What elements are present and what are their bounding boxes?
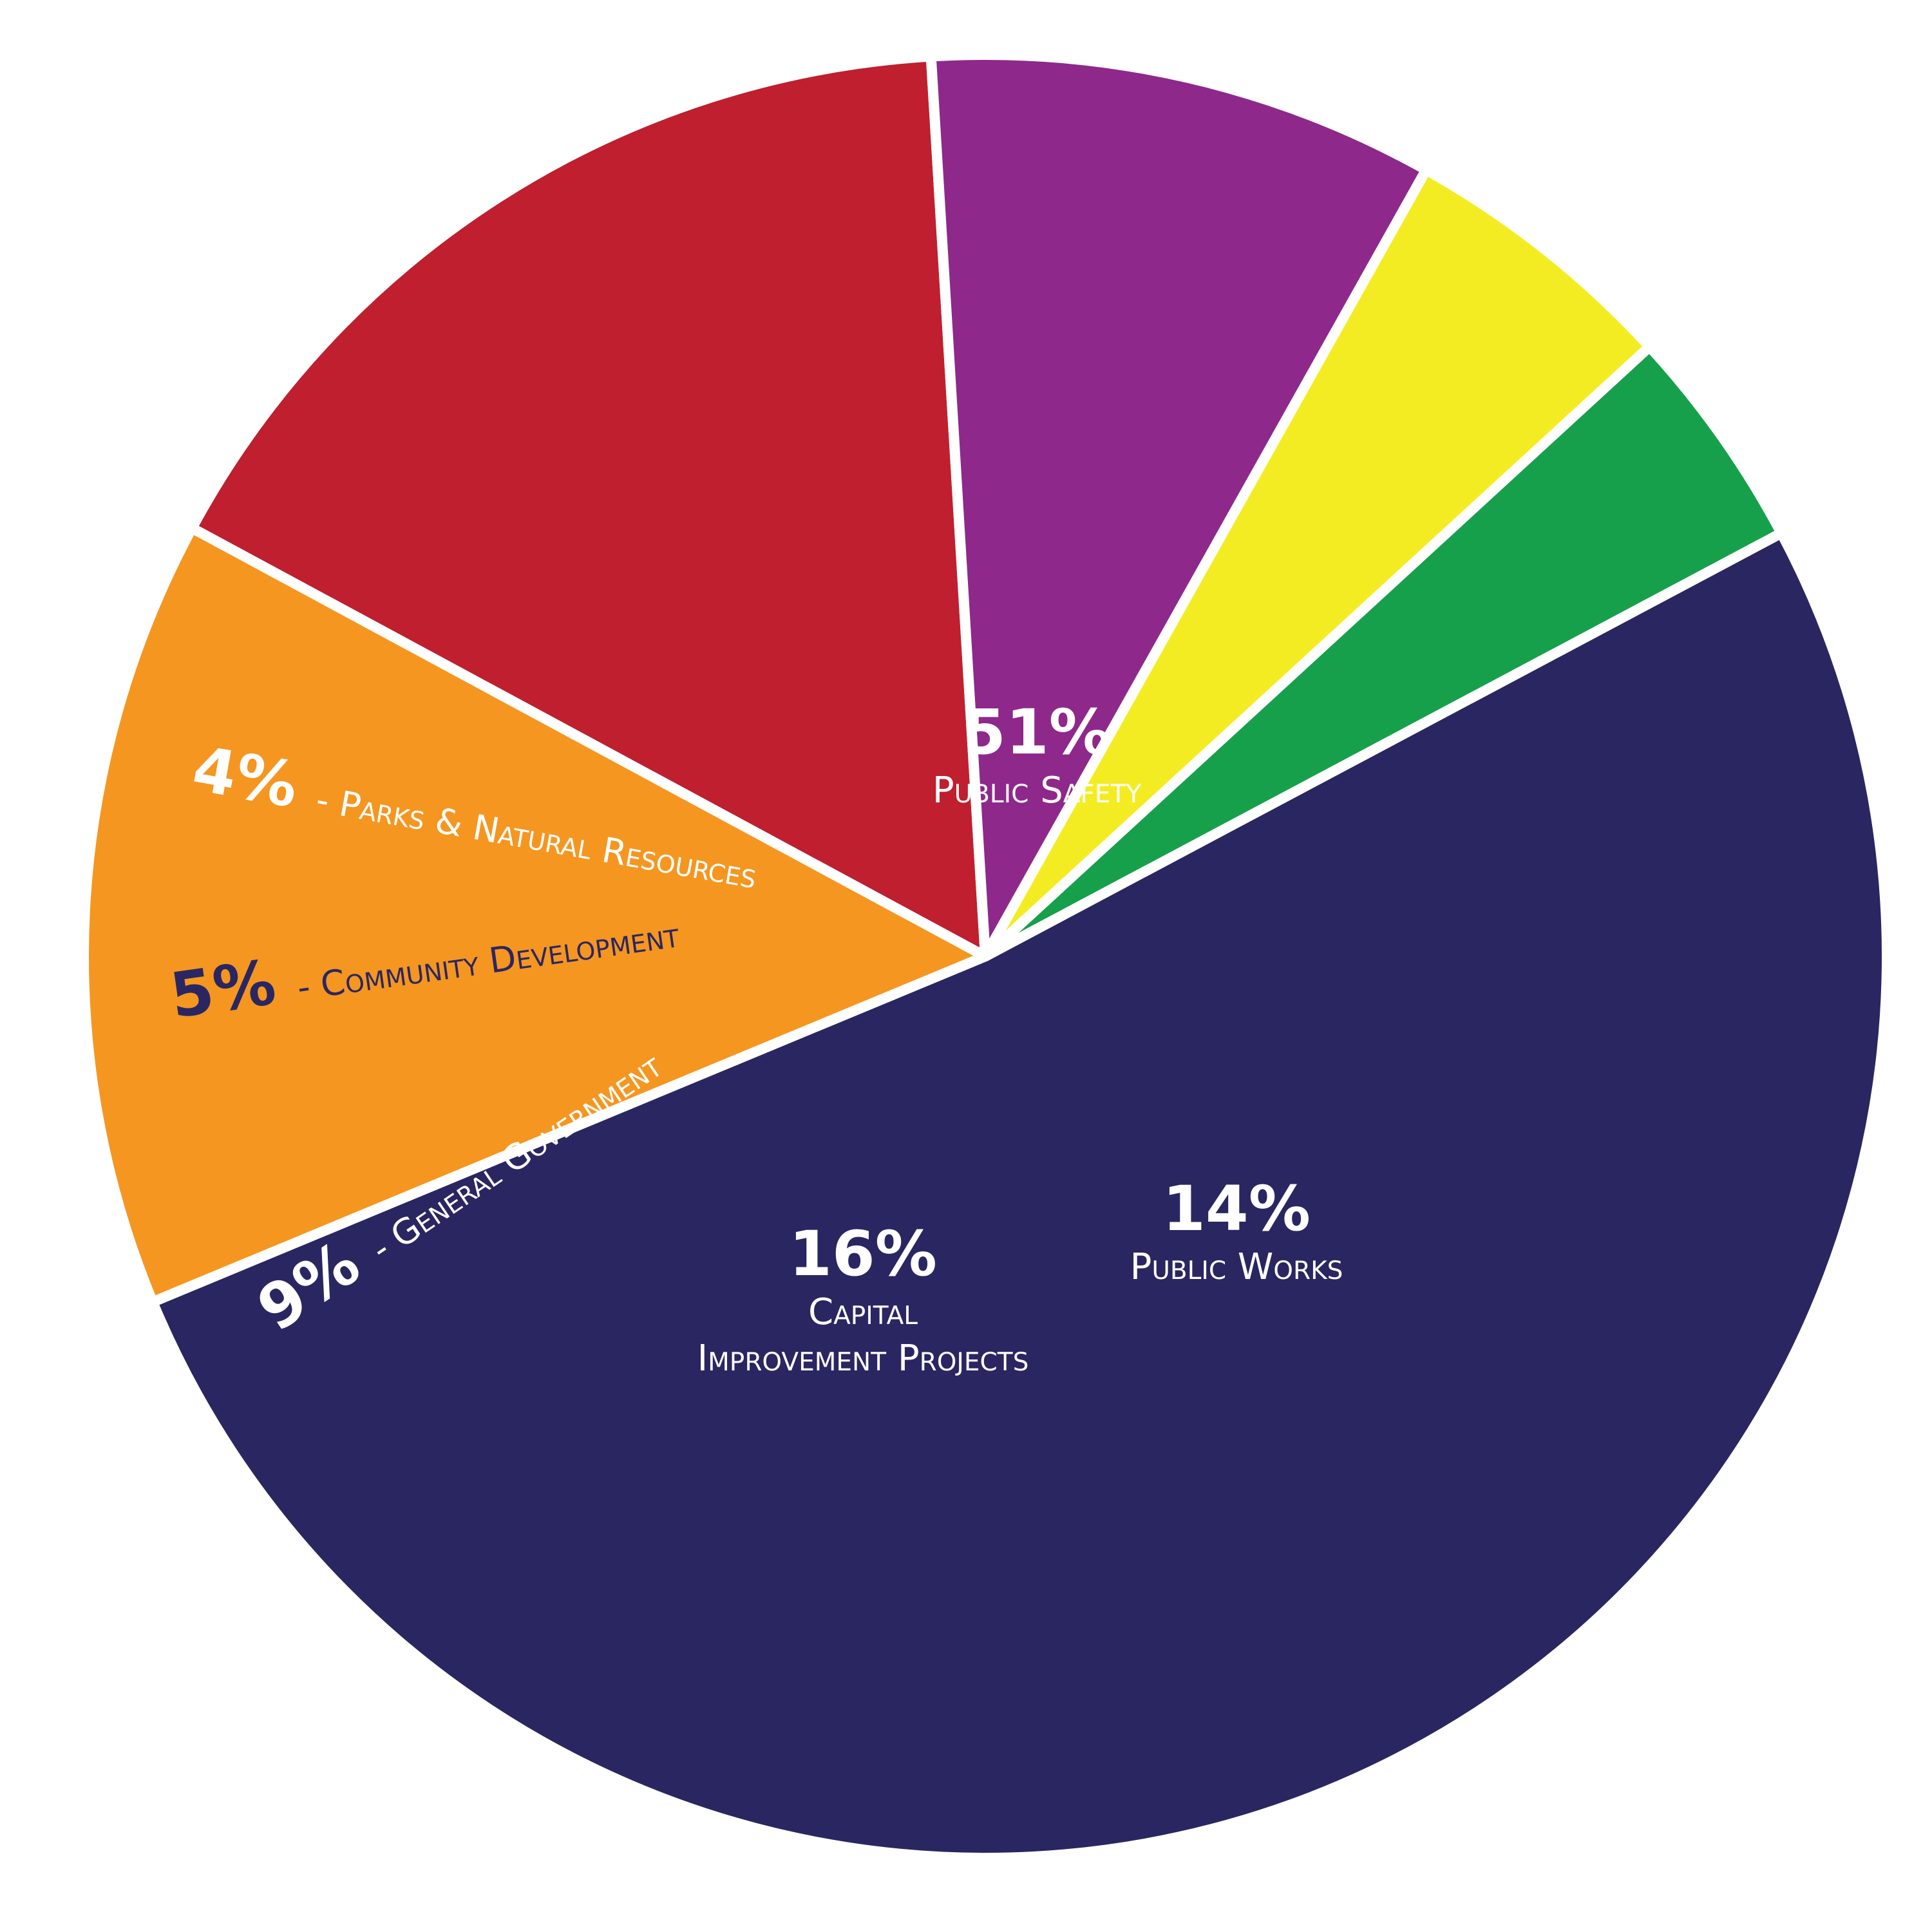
slice-name-label: Public Safety [933, 770, 1141, 811]
slice-name-label-line2: Improvement Projects [697, 1338, 1029, 1379]
slice-percent-label: 5% [166, 943, 301, 1032]
pie-slices [79, 50, 1892, 1863]
slice-percent-label: 16% [789, 1218, 937, 1290]
pie-slice-public-works [79, 522, 990, 1307]
pie-slice-general-government [925, 50, 1432, 961]
pie-slice-public-safety [147, 527, 1892, 1863]
slice-name-label: Public Works [1130, 1246, 1343, 1288]
pie-slice-parks-natural-resources [980, 341, 1787, 961]
slice-label-group: 14%Public Works [1130, 1173, 1343, 1288]
slice-percent-label: 14% [1162, 1173, 1311, 1245]
slice-percent-label: 51% [963, 696, 1111, 768]
slice-label-group: 16%Capital Improvement Projects [697, 1218, 1029, 1379]
slice-name-label: Capital [808, 1291, 918, 1333]
pie-slice-capital-improvement-projects [187, 51, 990, 961]
slice-label-group: 51%Public Safety [933, 696, 1141, 811]
pie-slice-community-development [980, 164, 1655, 961]
